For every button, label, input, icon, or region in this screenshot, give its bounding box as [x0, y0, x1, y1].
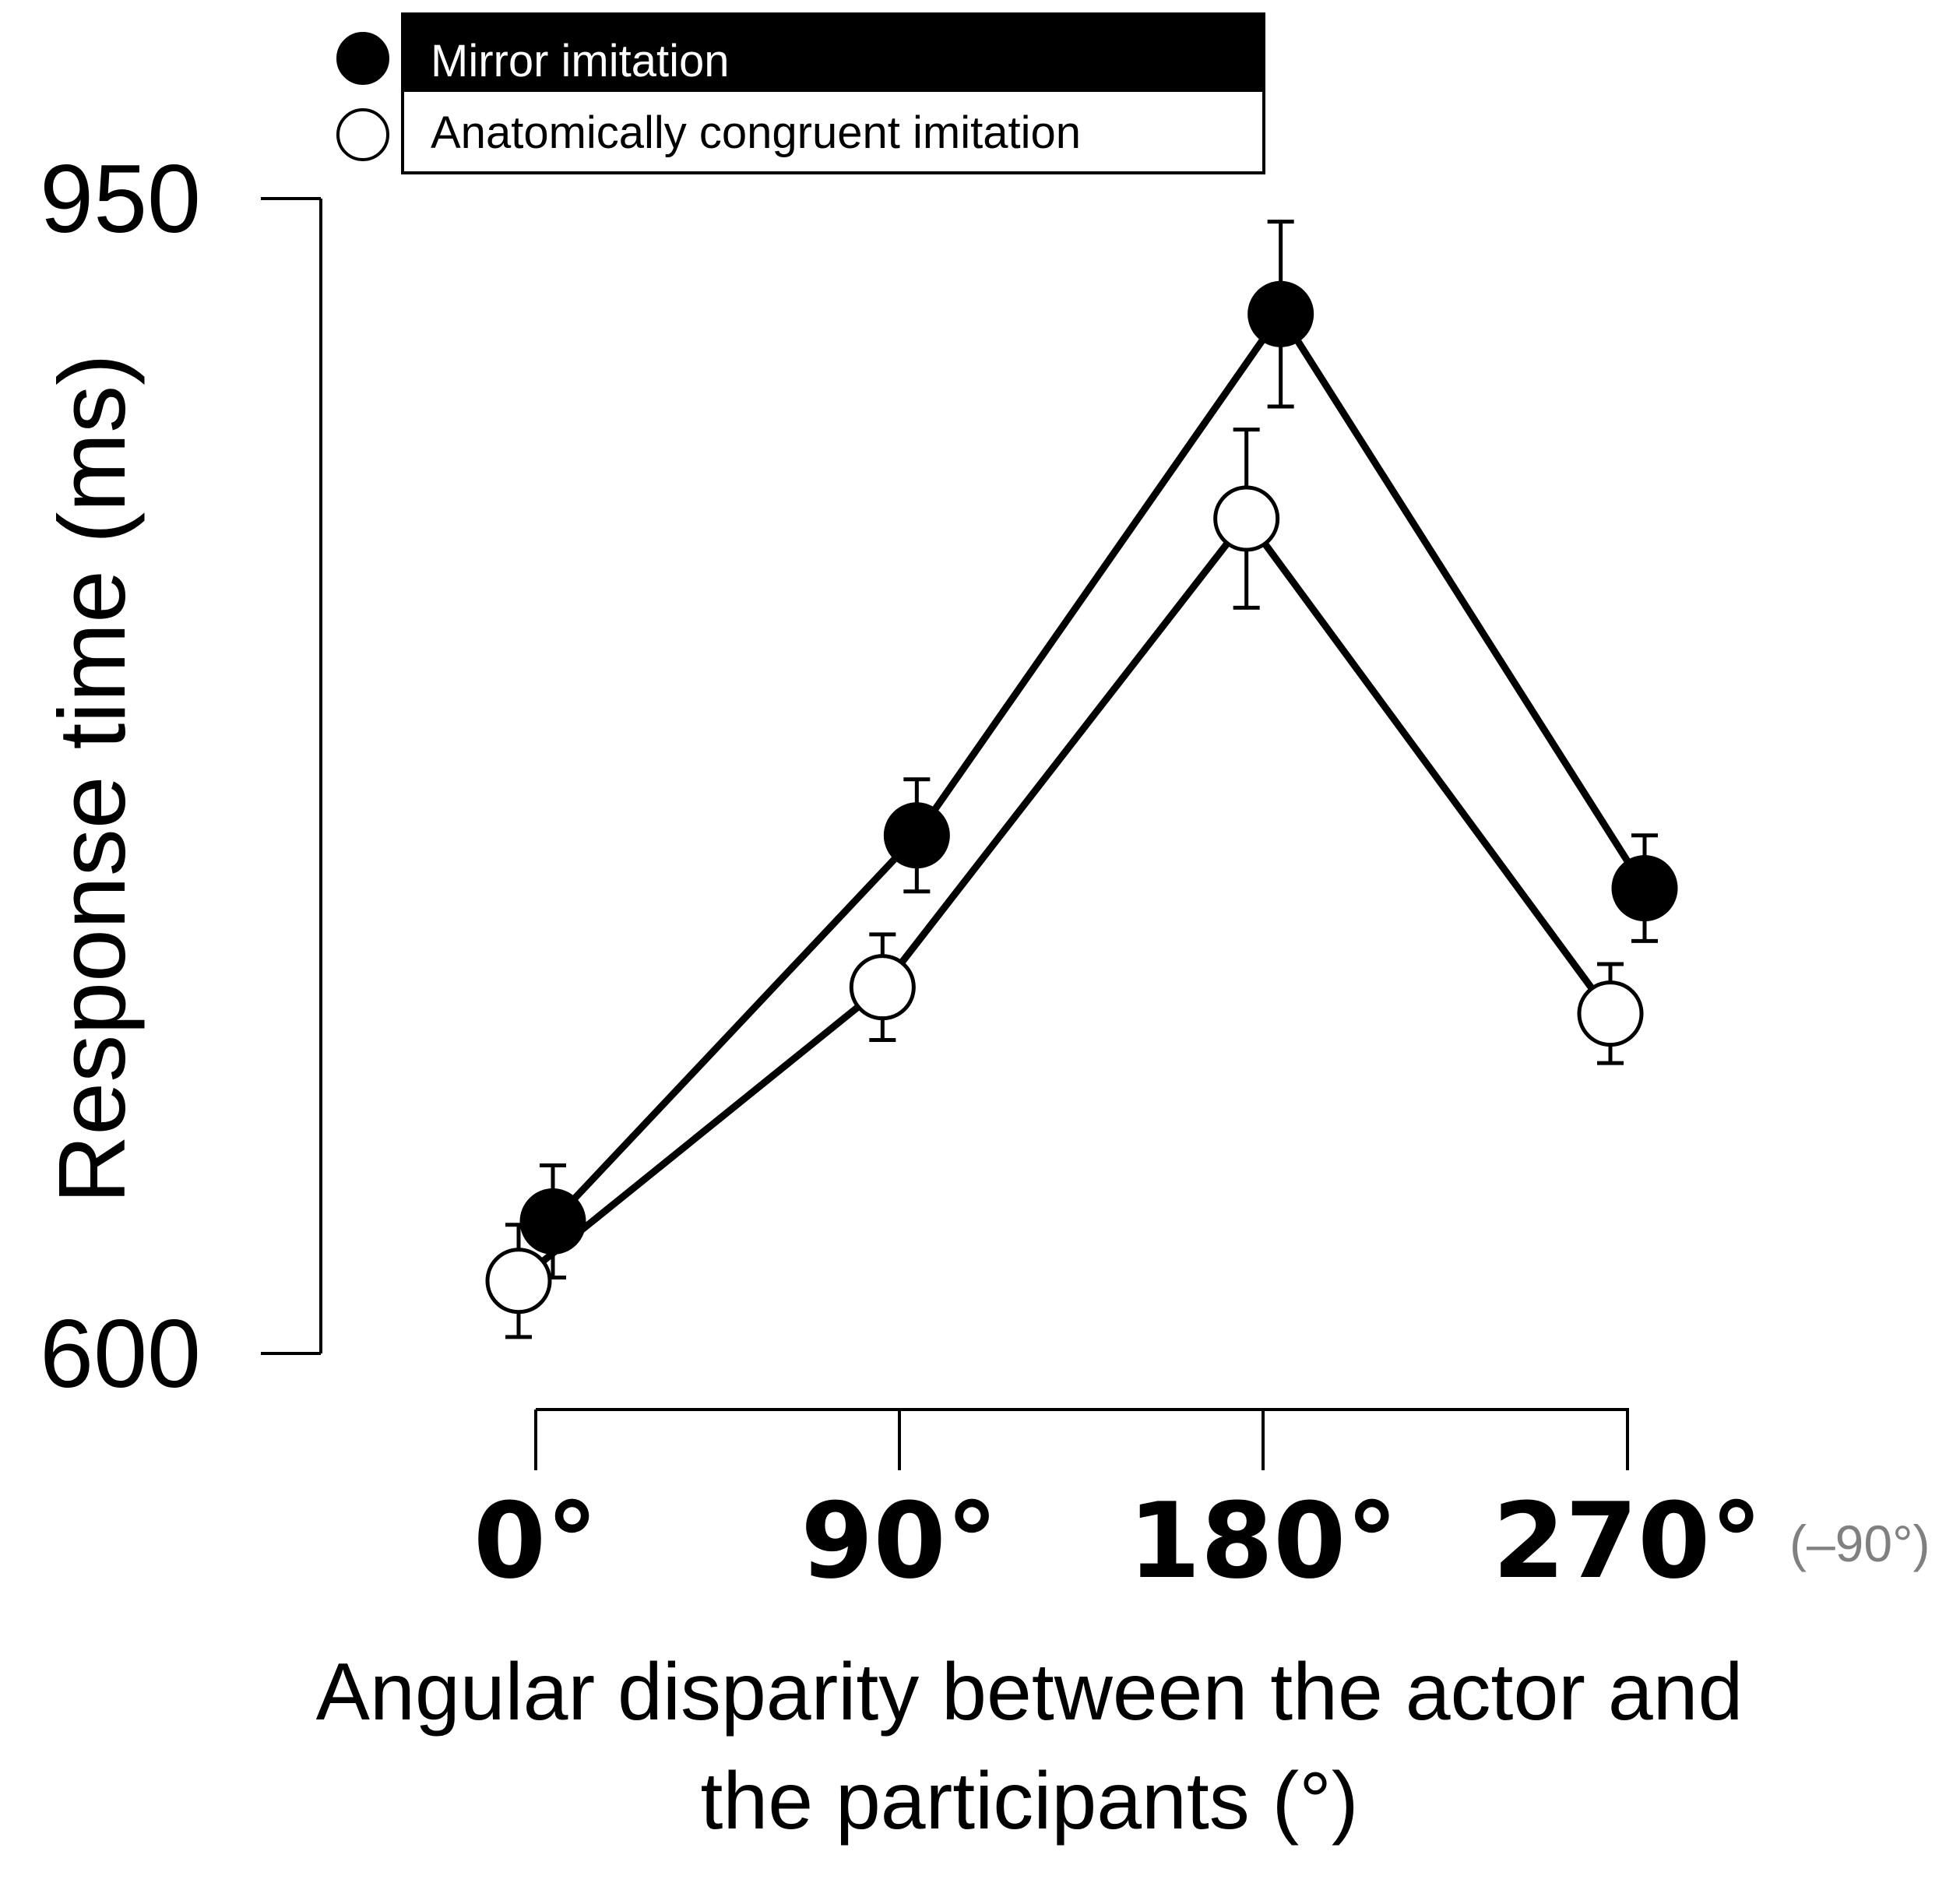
data-point-1-3 [1577, 980, 1644, 1047]
series-line-0 [550, 308, 1648, 1224]
data-point-0-3 [1611, 855, 1678, 922]
data-point-1-0 [485, 1248, 552, 1315]
legend-anatomic-box [401, 89, 1265, 174]
data-point-1-2 [1213, 485, 1280, 552]
legend-mirror-box [401, 12, 1265, 92]
legend-open-marker-icon [336, 108, 389, 161]
x-axis-title-line1: Angular disparity between the actor and [316, 1647, 1744, 1737]
y-axis-title: Response time (ms) [39, 354, 145, 1204]
data-point-1-1 [849, 954, 916, 1021]
x-tick-label-270: 270° [1493, 1480, 1763, 1602]
data-point-0-0 [519, 1188, 586, 1255]
x-tick-note-minus90: (–90°) [1789, 1515, 1930, 1572]
x-axis-title-line2: the participants (°) [700, 1756, 1358, 1846]
x-tick-label-180: 180° [1128, 1480, 1399, 1602]
series-line-1 [516, 512, 1613, 1284]
x-axis: 0° 90° 180° 270° (–90°) Angular disparit… [316, 1408, 1930, 1846]
plot-area [485, 220, 1678, 1339]
data-point-0-1 [883, 802, 950, 869]
legend-label-mirror: Mirror imitation [431, 36, 730, 86]
legend: Mirror imitation Anatomically congruent … [336, 12, 1265, 174]
x-tick-label-0: 0° [473, 1480, 598, 1602]
legend-filled-marker-icon [336, 32, 389, 85]
x-tick-label-90: 90° [801, 1480, 998, 1602]
y-tick-label-600: 600 [40, 1301, 201, 1408]
y-tick-label-950: 950 [40, 146, 201, 253]
legend-label-anatomic: Anatomically congruent imitation [431, 107, 1081, 158]
data-point-0-2 [1247, 280, 1314, 347]
y-axis: 950 600 Response time (ms) [39, 146, 322, 1408]
